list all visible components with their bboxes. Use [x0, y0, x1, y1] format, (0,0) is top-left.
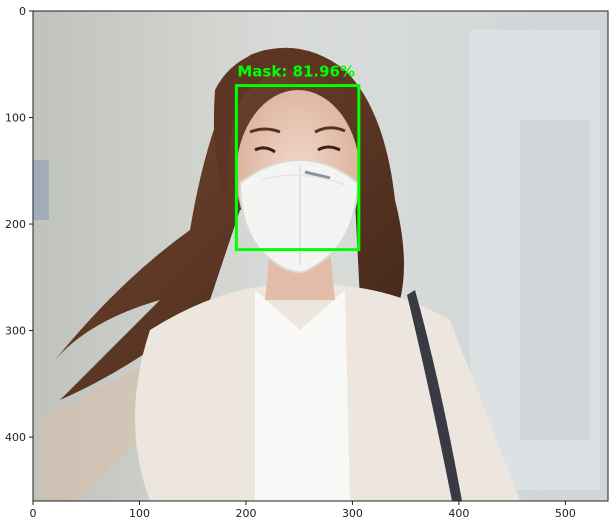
detection-label: Mask: 81.96%	[237, 63, 355, 81]
x-tick-label: 100	[129, 507, 150, 520]
y-tick-label: 100	[5, 112, 26, 125]
x-tick-label: 0	[30, 507, 37, 520]
y-tick-label: 300	[5, 325, 26, 338]
x-tick-label: 200	[235, 507, 256, 520]
axes-frame	[32, 10, 609, 502]
y-tick-label: 0	[19, 5, 26, 18]
y-axis-ticks: 0 100 200 300 400	[5, 5, 33, 444]
x-tick-label: 500	[555, 507, 576, 520]
y-tick-label: 200	[5, 218, 26, 231]
y-tick-label: 400	[5, 431, 26, 444]
x-axis-ticks: 0 100 200 300 400 500	[30, 501, 576, 520]
detection-bounding-box	[234, 84, 361, 252]
photo-image	[33, 11, 608, 501]
x-tick-label: 400	[448, 507, 469, 520]
detections-layer: Mask: 81.96%	[234, 63, 361, 252]
x-tick-label: 300	[342, 507, 363, 520]
